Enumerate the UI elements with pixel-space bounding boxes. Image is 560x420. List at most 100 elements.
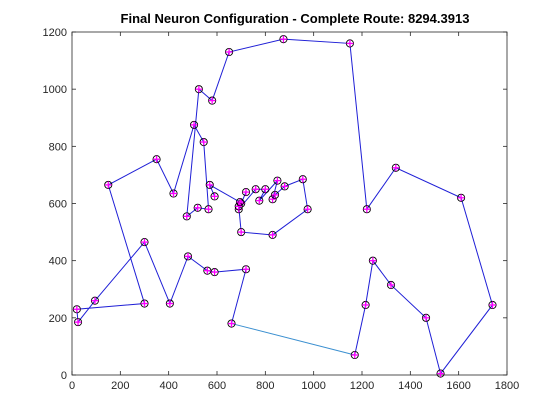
y-tick-label: 800 [49,141,67,153]
y-tick-label: 0 [61,370,67,382]
x-tick-label: 1400 [398,380,422,392]
neuron-point [104,180,113,189]
neuron-point-cluster [235,198,245,207]
marker-circle [182,212,191,221]
marker-circle [152,155,161,164]
marker-circle [183,252,193,261]
marker-circle [421,313,431,322]
neuron-point-cluster [280,182,289,191]
marker-circle [104,180,113,189]
marker-circle [241,265,251,274]
marker-circle [268,195,277,204]
x-tick-label: 600 [208,380,226,392]
x-tick-label: 1000 [301,380,325,392]
ticks: 0 200 400 600 800 1000 1200 1400 1600 1800 0 200 400… [43,27,520,392]
marker-circle [391,163,400,172]
neuron-point [193,203,202,212]
marker-circle [203,266,212,275]
neuron-point-cluster [303,205,312,214]
neuron-point-cluster [251,185,260,194]
chart-title: Final Neuron Configuration - Complete Ro… [121,11,470,26]
marker-circle [165,299,174,308]
neuron-point-cluster [270,190,280,199]
marker-circle [199,137,208,147]
neuron-point [72,305,81,314]
marker-circle [303,205,312,214]
marker-circle [225,47,234,57]
neuron-point-cluster [268,195,277,204]
marker-circle [386,280,396,290]
marker-circle [268,230,277,239]
plot-area [72,32,507,375]
neuron-point [169,189,178,198]
marker-circle [210,192,219,201]
neuron-point [279,35,288,44]
marker-circle [488,300,497,310]
neuron-point [204,205,213,214]
marker-circle [140,299,149,308]
marker-circle [72,305,81,314]
marker-circle [345,39,354,48]
neuron-point [140,299,149,308]
x-tick-label: 1200 [350,380,374,392]
marker-circle [140,238,149,247]
marker-circle [251,185,260,194]
marker-circle [350,350,359,360]
marker-circle [193,203,202,212]
neuron-point [210,268,219,277]
marker-circle [255,196,264,205]
marker-circle [298,175,307,184]
marker-circle [457,193,466,202]
marker-circle [234,202,243,211]
neuron-point [182,212,191,221]
marker-circle [189,120,199,129]
marker-circle [237,228,246,237]
marker-circle [90,296,100,305]
neuron-point [225,47,234,57]
neuron-point [203,266,212,275]
closing-segment-line [231,323,355,356]
y-tick-label: 400 [49,256,67,268]
neuron-point [194,85,203,94]
neuron-point-cluster [255,196,264,205]
marker-circle [205,180,214,189]
marker-circle [368,256,377,265]
neuron-point-cluster [268,230,277,239]
neuron-point [165,299,174,308]
neuron-point [368,256,377,265]
marker-circle [73,318,83,327]
marker-circle [237,199,246,208]
neuron-point [386,280,396,290]
x-tick-label: 200 [111,380,129,392]
neuron-point-cluster [298,175,307,184]
route-line [76,38,494,375]
x-tick-label: 0 [69,380,75,392]
neuron-point-cluster [234,202,243,211]
y-tick-label: 1200 [43,27,67,39]
neuron-point-cluster [210,192,219,201]
neuron-point [241,265,251,274]
neuron-point [199,137,208,147]
neuron-point [457,193,466,202]
y-tick-label: 200 [49,313,67,325]
neuron-point [488,300,497,310]
neuron-point [350,350,359,360]
neuron-point [152,155,161,164]
neuron-point-cluster [205,180,214,189]
x-tick-label: 1800 [495,380,519,392]
neuron-point [208,96,217,105]
neuron-point [421,313,431,322]
neuron-markers [72,35,497,378]
neuron-point [362,205,371,214]
neuron-point [361,300,370,310]
neuron-point [227,319,236,328]
neuron-point [183,252,193,261]
marker-circle [235,198,245,207]
marker-circle [227,319,236,328]
marker-circle [261,185,270,194]
x-tick-label: 1600 [446,380,470,392]
neuron-point [189,120,199,129]
marker-circle [204,205,213,214]
neuron-point-cluster [241,188,251,197]
